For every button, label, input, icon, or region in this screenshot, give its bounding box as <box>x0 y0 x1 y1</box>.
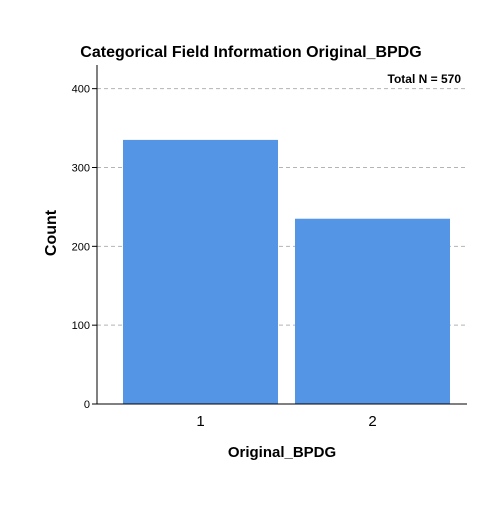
total-n-annotation: Total N = 570 <box>388 72 462 86</box>
y-axis-title: Count <box>43 209 60 256</box>
x-tick-label-1: 1 <box>196 413 204 430</box>
y-tick-label-200: 200 <box>72 241 90 253</box>
y-tick-labels: 0 100 200 300 400 <box>72 84 97 411</box>
chart-title: Categorical Field Information Original_B… <box>80 44 421 61</box>
bars <box>123 139 450 404</box>
x-tick-label-2: 2 <box>368 413 376 430</box>
y-tick-label-300: 300 <box>72 162 90 174</box>
bar-2 <box>295 218 450 404</box>
y-tick-label-400: 400 <box>72 84 90 96</box>
bar-1 <box>123 139 278 404</box>
axes <box>96 65 467 405</box>
x-axis-title: Original_BPDG <box>228 444 336 461</box>
y-tick-label-100: 100 <box>72 320 90 332</box>
y-tick-label-0: 0 <box>84 399 90 411</box>
